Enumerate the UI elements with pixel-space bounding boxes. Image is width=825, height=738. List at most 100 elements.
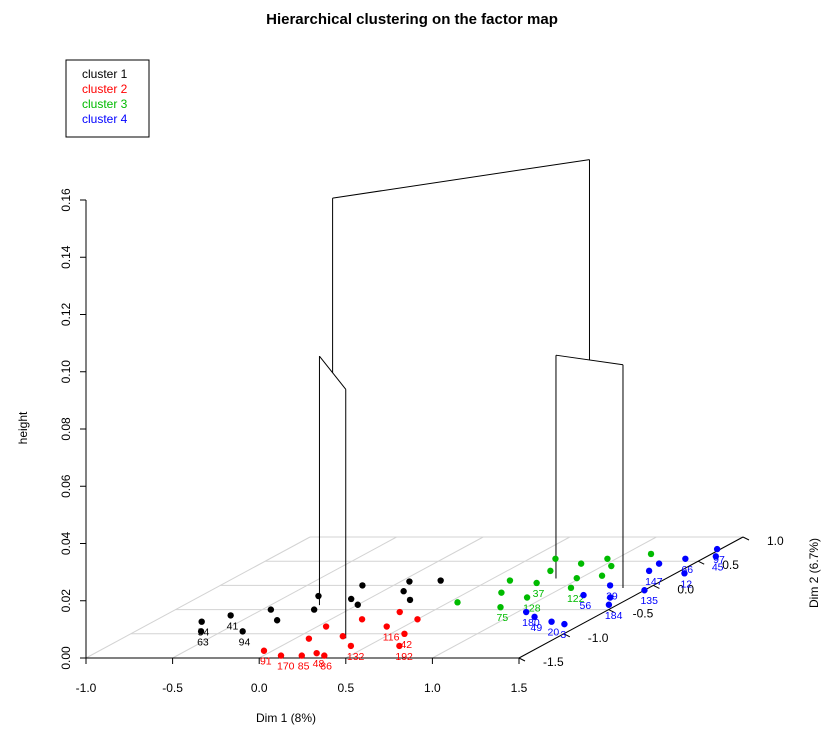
- z-tick-label: 0.00: [59, 646, 73, 670]
- z-tick-label: 0.10: [59, 360, 73, 384]
- point-c3-13: [552, 555, 559, 562]
- point-c3-0: [454, 599, 461, 606]
- point-label: 12: [680, 578, 692, 590]
- y-tick-label: -1.0: [588, 631, 609, 645]
- point-c3-4: [604, 555, 611, 562]
- point-label: 85: [298, 661, 310, 673]
- z-tick-label: 0.14: [59, 245, 73, 269]
- point-c3-5: [608, 562, 615, 570]
- point-c4-5: [641, 587, 648, 594]
- z-tick-label: 0.04: [59, 531, 73, 555]
- y-tick-label: 0.5: [722, 558, 739, 572]
- point-label: 45: [712, 561, 724, 573]
- point-c4-4: [605, 601, 613, 608]
- point-c2-13: [396, 608, 403, 616]
- grid-line-x-0: [85, 536, 311, 659]
- point-c4-12: [580, 591, 587, 599]
- point-c3-8: [523, 594, 531, 601]
- tree-join-top: [332, 159, 590, 199]
- point-c1-8: [315, 592, 322, 600]
- point-c4-0: [522, 608, 530, 616]
- point-label: 91: [260, 656, 272, 668]
- legend-box: [65, 59, 150, 138]
- z-tick-label: 0.12: [59, 302, 73, 326]
- legend-item-2: cluster 2: [82, 82, 128, 96]
- y-tick-label: -1.5: [543, 655, 564, 669]
- point-label: 49: [531, 622, 543, 634]
- point-label: 54: [198, 627, 210, 639]
- y-tick-label: -0.5: [633, 607, 654, 621]
- legend-item-4: cluster 4: [82, 112, 128, 126]
- point-c3-9: [533, 579, 540, 587]
- point-c4-10: [645, 567, 653, 575]
- plot-axes: -1.0 -0.5 0.0 0.5 1.0 1.5 -1.5 -1.0 -0.5 0.0 0.5 1.…: [59, 188, 784, 695]
- point-c4-3: [561, 620, 568, 628]
- y-tick-label: 1.0: [767, 534, 784, 548]
- x-axis-label: Dim 1 (8%): [256, 711, 316, 725]
- point-c2-10: [383, 623, 390, 630]
- point-c3-6: [598, 572, 606, 579]
- grid-line-x-2: [258, 536, 484, 659]
- point-c3-12: [647, 550, 655, 558]
- y-tick-label: 0.0: [677, 582, 694, 596]
- point-label: 63: [197, 636, 209, 648]
- point-label: 94: [239, 636, 251, 648]
- point-label: 184: [605, 610, 623, 622]
- grid-line-x-1: [172, 536, 397, 659]
- point-c2-5: [298, 652, 305, 659]
- point-label: 3: [560, 629, 566, 641]
- point-c4-6: [681, 570, 688, 577]
- point-c3-11: [573, 574, 580, 582]
- point-c4-13: [655, 560, 663, 567]
- point-c1-14: [437, 577, 444, 584]
- point-c2-4: [277, 652, 285, 659]
- point-c1-7: [347, 595, 355, 603]
- point-c3-10: [506, 577, 514, 584]
- grid-line-x-3: [345, 536, 571, 659]
- point-c4-2: [548, 618, 555, 625]
- z-axis-label: height: [16, 411, 30, 444]
- point-label: 37: [533, 588, 545, 600]
- point-c1-1: [198, 618, 205, 625]
- point-c1-10: [400, 588, 407, 595]
- point-c1-5: [267, 606, 275, 613]
- point-label: 20: [548, 627, 560, 639]
- point-c2-3: [401, 630, 408, 637]
- point-label: 97: [713, 554, 725, 566]
- dendrogram: [318, 159, 624, 639]
- point-c3-14: [497, 603, 504, 611]
- point-label: 56: [580, 600, 592, 612]
- point-c4-1: [531, 613, 538, 621]
- point-label: 132: [347, 651, 365, 663]
- y-tick-1: [563, 633, 571, 638]
- point-c3-1: [498, 589, 505, 596]
- y-tick-2: [608, 609, 615, 614]
- point-label: 192: [395, 651, 413, 663]
- y-tick-5: [742, 536, 750, 541]
- point-label: 122: [567, 593, 585, 605]
- point-label: 66: [681, 564, 693, 576]
- point-label: 170: [277, 661, 295, 673]
- x-tick-label: -0.5: [162, 681, 183, 695]
- point-c2-1: [347, 642, 355, 650]
- point-c2-9: [339, 633, 347, 640]
- point-c4-7: [712, 553, 720, 560]
- point-c3-3: [577, 560, 585, 567]
- point-c1-0: [197, 628, 205, 635]
- point-c2-2: [396, 642, 403, 650]
- legend-item-1: cluster 1: [82, 67, 128, 81]
- point-c2-6: [313, 649, 320, 657]
- point-c2-12: [358, 616, 366, 623]
- x-tick-label: 0.5: [337, 681, 354, 695]
- x-tick-label: 1.0: [424, 681, 441, 695]
- y-tick-0: [518, 657, 526, 662]
- z-tick-label: 0.08: [59, 417, 73, 441]
- chart-title: Hierarchical clustering on the factor ma…: [266, 11, 558, 28]
- point-c1-11: [406, 578, 413, 585]
- point-c1-12: [359, 582, 366, 589]
- point-c4-8: [713, 545, 721, 553]
- y-tick-3: [653, 584, 660, 589]
- point-c2-7: [260, 647, 268, 654]
